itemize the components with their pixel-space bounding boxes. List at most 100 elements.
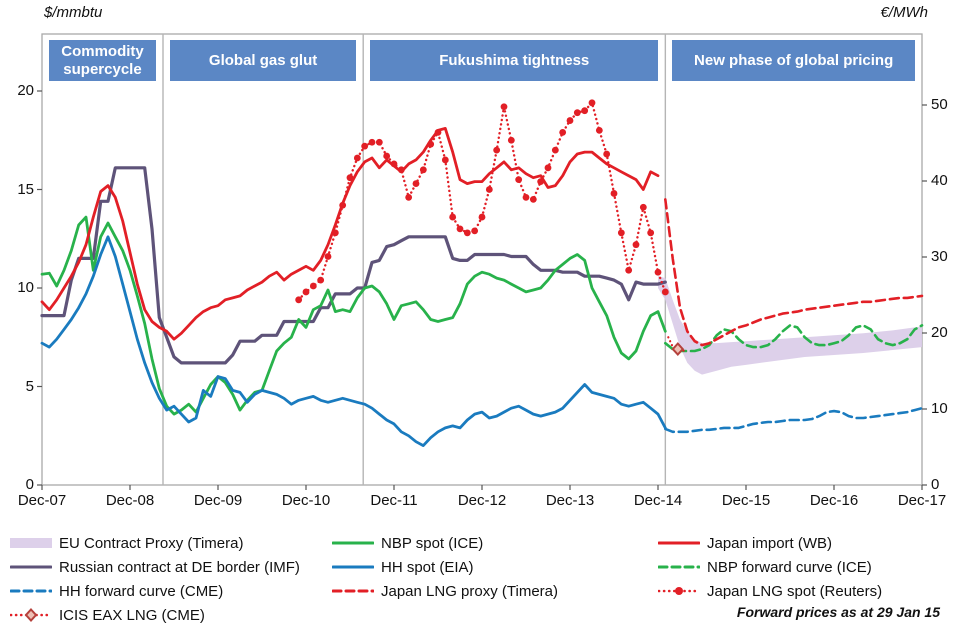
chart-legend: EU Contract Proxy (Timera) NBP spot (ICE… — [9, 531, 966, 627]
japan-lng-spot-marker — [654, 268, 662, 276]
series-line — [40, 127, 660, 341]
legend-label: HH forward curve (CME) — [59, 582, 224, 600]
x-tick-label: Dec-16 — [809, 492, 859, 509]
left-tick-label: 5 — [25, 377, 34, 395]
legend-item: ICIS EAX LNG (CME) — [9, 603, 328, 627]
legend-item: NBP forward curve (ICE) — [657, 555, 966, 579]
legend-swatch-dotted-circle-red — [657, 584, 701, 598]
japan-lng-spot-marker — [375, 138, 383, 146]
legend-label: HH spot (EIA) — [381, 558, 474, 576]
x-tick-label: Dec-17 — [897, 492, 947, 509]
japan-lng-spot-marker — [493, 146, 501, 154]
legend-swatch-dashed-red — [331, 584, 375, 598]
japan-lng-spot-marker — [331, 229, 339, 237]
japan-lng-spot-marker — [588, 99, 596, 107]
period-banner-3: New phase of global pricing — [672, 40, 915, 81]
japan-lng-spot-marker — [361, 142, 369, 150]
left-tick-label: 10 — [17, 279, 34, 296]
series-line — [40, 215, 667, 416]
left-tick-label: 15 — [17, 180, 34, 198]
japan-lng-spot-marker — [478, 213, 486, 221]
japan-lng-spot-marker — [295, 296, 303, 304]
icis-eax-diamond-marker — [671, 342, 685, 357]
japan-lng-spot-marker — [397, 166, 405, 174]
japan-lng-spot-marker — [434, 128, 442, 136]
series-line — [664, 406, 924, 434]
japan-lng-spot-marker — [390, 160, 398, 168]
japan-lng-spot-marker — [581, 107, 589, 115]
legend-swatch-solid-green — [331, 536, 375, 550]
japan-lng-spot-marker — [610, 190, 618, 197]
left-tick-label: 20 — [17, 82, 34, 99]
legend-swatch-solid-purple — [9, 560, 53, 574]
left-axis-unit-label: $/mmbtu — [44, 4, 103, 21]
right-tick-label: 20 — [931, 324, 948, 341]
japan-lng-spot-marker — [353, 154, 361, 162]
japan-lng-spot-marker — [405, 193, 413, 201]
japan-lng-spot-marker — [485, 186, 493, 193]
japan-lng-spot-marker — [603, 150, 611, 158]
japan-lng-spot-marker — [632, 241, 640, 249]
legend-item: HH spot (EIA) — [331, 555, 654, 579]
x-tick-label: Dec-10 — [281, 492, 331, 509]
legend-label: NBP forward curve (ICE) — [707, 558, 872, 576]
japan-lng-spot-marker — [309, 282, 317, 290]
period-banner-1: Global gas glut — [170, 40, 357, 81]
japan-lng-spot-marker — [427, 140, 435, 148]
japan-lng-spot-marker — [383, 152, 391, 160]
period-banner-0: Commodity supercycle — [49, 40, 156, 81]
left-tick-label: 0 — [25, 476, 34, 493]
series-line — [664, 198, 924, 347]
series-line — [40, 235, 667, 447]
japan-lng-spot-marker — [625, 266, 633, 274]
right-tick-label: 30 — [931, 248, 948, 265]
legend-label: Japan import (WB) — [707, 534, 833, 552]
japan-lng-spot-marker — [339, 201, 347, 209]
x-tick-label: Dec-11 — [370, 492, 418, 509]
legend-label: EU Contract Proxy (Timera) — [59, 534, 244, 552]
legend-swatch-band — [10, 536, 52, 550]
japan-lng-spot-marker — [441, 156, 449, 164]
legend-item: Japan LNG spot (Reuters) — [657, 579, 966, 603]
japan-lng-spot-marker — [449, 213, 457, 221]
x-tick-label: Dec-07 — [17, 492, 67, 509]
japan-lng-spot-marker — [412, 180, 420, 187]
legend-swatch-dashed-blue — [9, 584, 53, 598]
japan-lng-spot-marker — [595, 126, 603, 134]
series-line — [40, 166, 667, 365]
japan-lng-spot-marker — [537, 178, 545, 186]
japan-lng-spot-marker — [661, 288, 669, 296]
japan-lng-spot-marker — [471, 227, 479, 235]
right-tick-label: 10 — [931, 400, 948, 417]
legend-item: Japan LNG proxy (Timera) — [331, 579, 654, 603]
japan-lng-spot-marker — [515, 176, 523, 184]
legend-label: Japan LNG proxy (Timera) — [381, 582, 558, 600]
legend-item: Russian contract at DE border (IMF) — [9, 555, 328, 579]
japan-lng-spot-marker — [324, 253, 332, 260]
period-banner-2: Fukushima tightness — [370, 40, 659, 81]
japan-lng-spot-marker — [317, 276, 325, 284]
x-tick-label: Dec-13 — [545, 492, 595, 509]
legend-label: ICIS EAX LNG (CME) — [59, 606, 205, 624]
japan-lng-spot-marker — [566, 117, 574, 124]
legend-swatch-dashed-green — [657, 560, 701, 574]
japan-lng-spot-marker — [302, 288, 310, 296]
legend-label: Russian contract at DE border (IMF) — [59, 558, 300, 576]
japan-lng-spot-marker — [463, 229, 471, 237]
x-tick-label: Dec-14 — [633, 492, 683, 509]
japan-lng-spot-marker — [529, 195, 537, 203]
right-tick-label: 0 — [931, 476, 940, 493]
legend-item: HH forward curve (CME) — [9, 579, 328, 603]
eu-contract-proxy-band — [658, 276, 922, 375]
x-tick-label: Dec-12 — [457, 492, 507, 509]
right-axis-unit-label: €/MWh — [880, 4, 928, 21]
japan-lng-spot-marker — [346, 174, 354, 182]
series-line — [664, 324, 924, 353]
japan-lng-spot-marker — [507, 136, 515, 144]
legend-label: NBP spot (ICE) — [381, 534, 484, 552]
japan-lng-spot-marker — [456, 225, 464, 233]
x-tick-label: Dec-09 — [193, 492, 243, 509]
japan-lng-spot-marker — [647, 229, 655, 237]
japan-lng-spot-marker — [500, 103, 508, 111]
x-tick-label: Dec-08 — [105, 492, 155, 509]
